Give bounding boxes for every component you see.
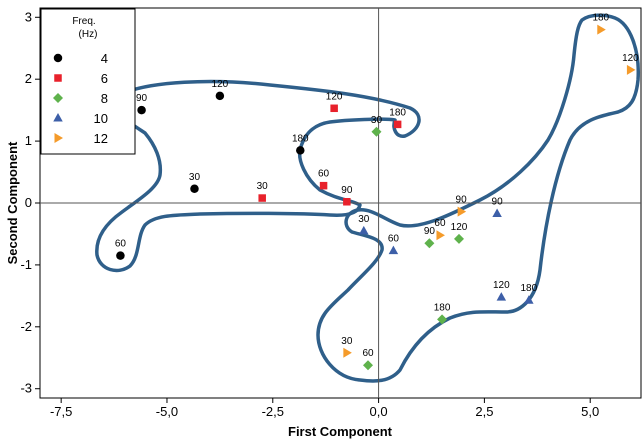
x-tick-label: -2,5: [262, 404, 284, 419]
group-outline-right: [316, 13, 640, 383]
data-point-label: 180: [389, 107, 406, 118]
data-point-freq-6: [393, 120, 402, 129]
x-tick-label: 0,0: [370, 404, 388, 419]
data-point-freq-4: [296, 146, 305, 155]
data-point-freq-4: [215, 91, 225, 101]
x-tick-label: 5,0: [581, 404, 599, 419]
data-point-label: 90: [456, 195, 468, 206]
data-point-label: 90: [424, 226, 436, 237]
data-point-freq-8: [371, 126, 382, 137]
legend-title-line1: Freq.: [72, 16, 95, 27]
y-tick-label: -1: [20, 257, 32, 272]
legend-label: 12: [94, 131, 108, 146]
y-tick-label: 2: [25, 71, 32, 86]
legend-marker-8: [53, 93, 63, 103]
x-tick-label: -7,5: [50, 404, 72, 419]
data-point-freq-10: [359, 225, 369, 235]
legend-label: 4: [101, 51, 108, 66]
data-point-label: 90: [492, 197, 504, 208]
data-point-label: 60: [362, 348, 374, 359]
data-point-label: 120: [622, 53, 639, 64]
data-point-label: 60: [115, 239, 127, 250]
data-point-label: 30: [189, 172, 201, 183]
data-point-freq-10: [496, 292, 507, 301]
y-tick-label: 1: [25, 133, 32, 148]
data-point-label: 30: [257, 181, 269, 192]
data-point-freq-12: [626, 64, 636, 75]
data-point-label: 60: [318, 169, 330, 180]
data-point-freq-8: [363, 360, 374, 371]
x-tick-label: -5,0: [156, 404, 178, 419]
legend-marker-10: [53, 113, 63, 122]
data-point-freq-10: [524, 295, 534, 304]
data-point-label: 30: [341, 336, 353, 347]
data-point-label: 90: [341, 185, 353, 196]
legend-title-line2: (Hz): [79, 29, 98, 40]
data-point-freq-10: [492, 208, 502, 218]
x-tick-label: 2,5: [475, 404, 493, 419]
y-tick-label: 0: [25, 195, 32, 210]
data-point-freq-6: [330, 104, 338, 113]
data-point-freq-8: [424, 238, 435, 249]
group-outline-left: [95, 79, 421, 273]
legend-marker-4: [53, 53, 63, 63]
legend: Freq. (Hz) 4 6 8 10 12: [40, 8, 136, 155]
data-point-freq-8: [454, 233, 465, 244]
data-point-freq-12: [436, 230, 445, 241]
data-point-label: 60: [388, 234, 400, 245]
data-point-freq-6: [343, 198, 351, 206]
legend-items: 4 6 8 10 12: [53, 51, 108, 146]
data-point-freq-12: [597, 24, 606, 35]
data-point-label: 30: [371, 115, 383, 126]
data-point-label: 120: [212, 79, 229, 90]
data-point-freq-8: [437, 314, 448, 325]
data-point-label: 120: [326, 91, 343, 102]
y-axis-title: Second Component: [5, 141, 20, 264]
x-axis-ticks: -7,5 -5,0 -2,5 0,0 2,5 5,0: [50, 398, 599, 419]
data-point-label: 90: [136, 93, 148, 104]
legend-marker-12: [54, 133, 63, 143]
data-point-freq-4: [190, 184, 199, 194]
x-axis-title: First Component: [288, 424, 393, 439]
y-tick-label: -2: [20, 319, 32, 334]
data-point-freq-4: [116, 251, 125, 260]
data-point-label: 180: [434, 302, 451, 313]
data-point-label: 120: [493, 280, 510, 291]
data-point-freq-6: [319, 181, 328, 190]
data-point-label: 120: [451, 222, 468, 233]
y-tick-label: 3: [25, 9, 32, 24]
data-point-freq-12: [343, 347, 352, 358]
legend-label: 8: [101, 91, 108, 106]
legend-label: 6: [101, 71, 108, 86]
data-point-label: 30: [358, 214, 370, 225]
data-point-freq-4: [137, 105, 146, 115]
data-point-freq-12: [457, 206, 467, 217]
data-points: 90 120 180 30 60 120 180 60 30 90 30 90 120 180 60 30 60…: [115, 13, 639, 371]
data-point-freq-6: [258, 194, 266, 202]
y-tick-label: -3: [20, 381, 32, 396]
data-point-label: 60: [434, 218, 446, 229]
data-point-label: 180: [292, 133, 309, 144]
legend-label: 10: [94, 111, 108, 126]
data-point-label: 180: [520, 283, 537, 294]
y-axis-ticks: -3 -2 -1 0 1 2 3: [20, 9, 40, 396]
group-outlines: [95, 13, 640, 383]
legend-marker-6: [54, 74, 62, 82]
data-point-label: 180: [592, 13, 609, 24]
data-point-freq-10: [388, 245, 399, 255]
